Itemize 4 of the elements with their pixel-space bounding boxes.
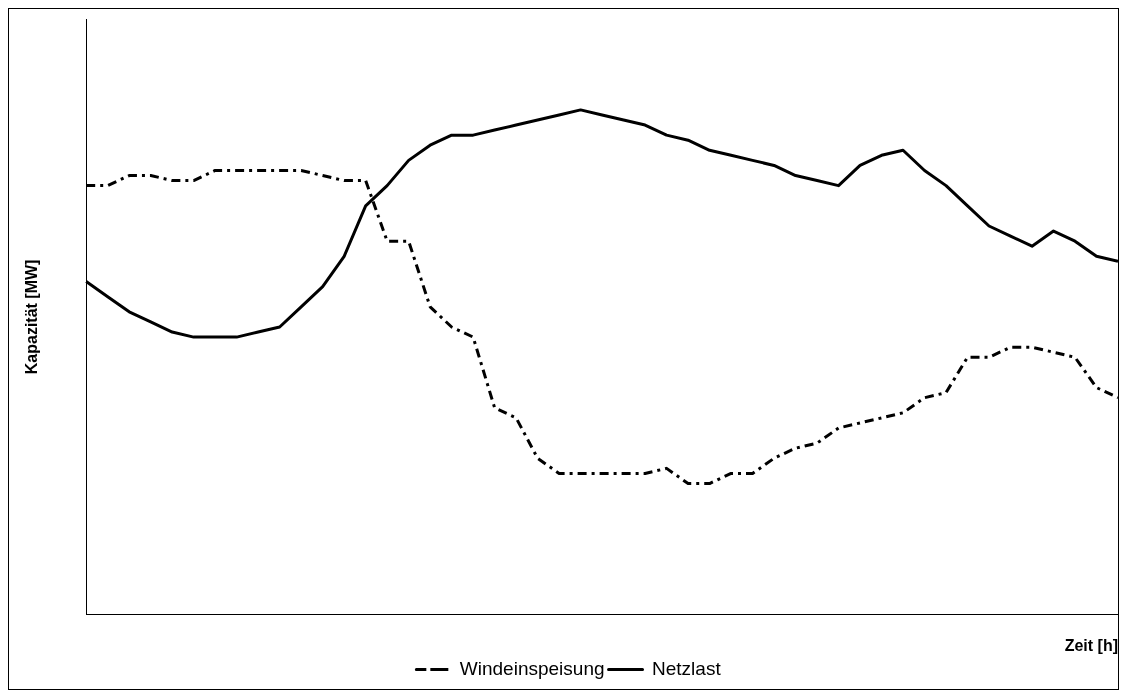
x-axis-title: Zeit [h] [1064,636,1118,654]
legend-label: Netzlast [652,657,722,679]
y-axis-title: Kapazität [MW] [23,259,41,375]
legend-label: Windeinspeisung [459,657,605,679]
